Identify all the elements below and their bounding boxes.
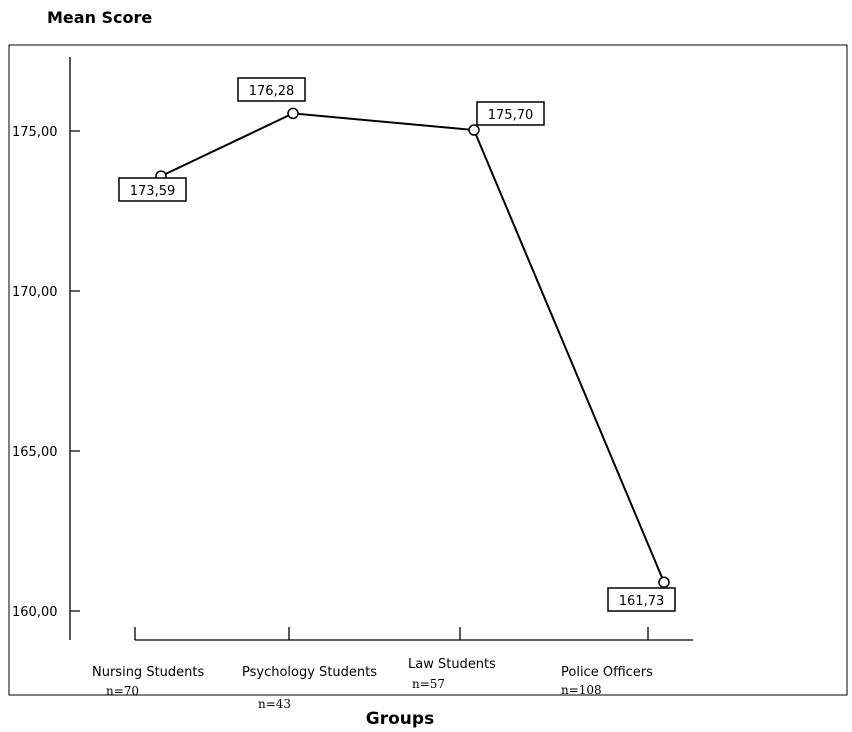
data-point-marker <box>287 107 299 120</box>
y-tick-label: 175,00 <box>12 125 58 140</box>
y-tick-label: 160,00 <box>12 605 58 620</box>
x-axis-title: Groups <box>366 709 434 729</box>
group-count-label: n=108 <box>561 683 602 697</box>
data-label-box <box>237 77 306 102</box>
group-count-label: n=43 <box>258 697 291 711</box>
data-label-box <box>118 177 187 202</box>
x-category-label: Law Students <box>408 657 496 672</box>
plot-frame <box>8 44 848 696</box>
y-tick-label: 165,00 <box>12 445 58 460</box>
data-label-box <box>476 101 545 126</box>
data-value-label: 176,28 <box>249 84 295 99</box>
data-point-marker <box>658 576 670 588</box>
data-value-label: 175,70 <box>488 108 534 123</box>
group-count-label: n=57 <box>412 677 445 691</box>
data-point-marker <box>468 124 480 136</box>
data-label-box <box>607 587 676 612</box>
y-axis-title: Mean Score <box>47 8 152 27</box>
data-value-label: 161,73 <box>619 594 665 609</box>
data-value-label: 173,59 <box>130 184 176 199</box>
series-line <box>160 112 665 583</box>
x-category-label: Psychology Students <box>242 665 377 680</box>
x-category-label: Police Officers <box>561 665 653 680</box>
y-tick-label: 170,00 <box>12 285 58 300</box>
x-category-label: Nursing Students <box>92 665 204 680</box>
group-count-label: n=70 <box>106 684 139 698</box>
